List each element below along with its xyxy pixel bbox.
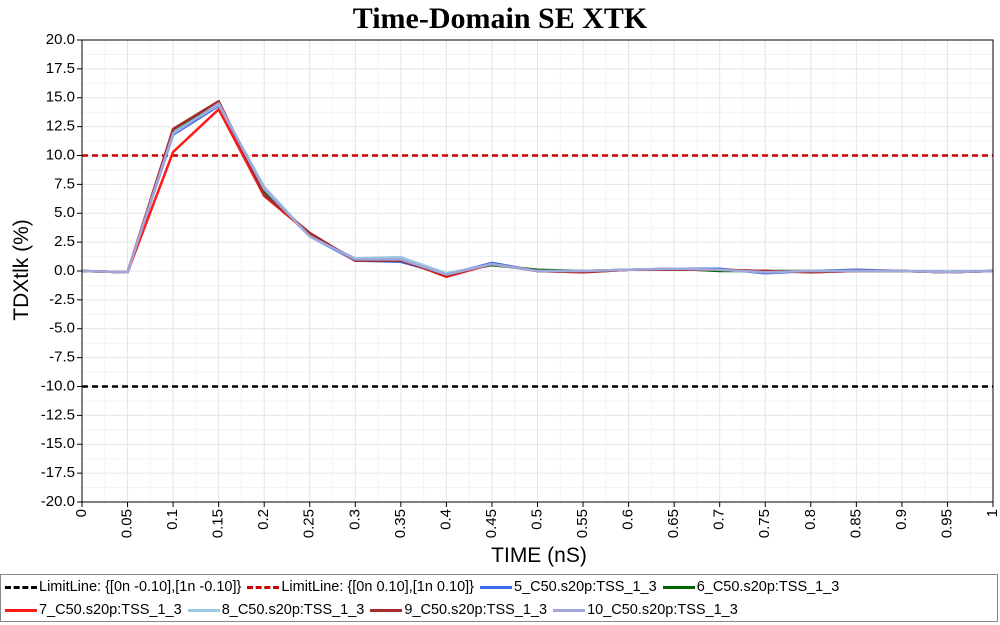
axis-layer: 20.0 17.5 15.0 12.5 10.0 7.5 5.0 2.5 0.0 -2.5 -5.0… xyxy=(41,31,1000,538)
x-axis-label: TIME (nS) xyxy=(491,544,587,567)
y-tick-label: 12.5 xyxy=(46,118,75,135)
legend-swatch xyxy=(5,608,37,612)
legend-item: LimitLine: {[0n 0.10],[1n 0.10]} xyxy=(247,579,474,595)
y-tick-label: -17.5 xyxy=(41,464,75,481)
y-tick-label: 10.0 xyxy=(46,146,75,163)
y-tick-label: -20.0 xyxy=(41,493,75,510)
legend-label: 10_C50.s20p:TSS_1_3 xyxy=(587,602,738,618)
chart-title: Time-Domain SE XTK xyxy=(352,2,648,35)
x-tick-label: 0.25 xyxy=(301,509,318,538)
legend-item: LimitLine: {[0n -0.10],[1n -0.10]} xyxy=(5,579,241,595)
legend-item: 6_C50.s20p:TSS_1_3 xyxy=(662,579,840,595)
legend-swatch xyxy=(187,608,220,612)
x-tick-label: 0.95 xyxy=(938,509,955,538)
legend-label: LimitLine: {[0n 0.10],[1n 0.10]} xyxy=(281,579,474,595)
legend-label: LimitLine: {[0n -0.10],[1n -0.10]} xyxy=(39,579,242,595)
y-tick-label: -2.5 xyxy=(49,291,75,308)
legend-item: 5_C50.s20p:TSS_1_3 xyxy=(480,579,657,595)
legend-swatch xyxy=(370,608,403,612)
x-tick-label: 0.5 xyxy=(528,509,545,530)
y-tick-label: 5.0 xyxy=(54,204,75,221)
y-axis-label: TDXtlk (%) xyxy=(10,219,33,321)
x-tick-label: 0.65 xyxy=(665,509,682,538)
legend-item: 10_C50.s20p:TSS_1_3 xyxy=(553,602,738,618)
y-tick-label: 2.5 xyxy=(54,233,75,250)
x-tick-label: 0.3 xyxy=(346,509,363,530)
y-tick-label: -7.5 xyxy=(49,349,75,366)
y-tick-label: 7.5 xyxy=(54,175,75,192)
legend-label: 8_C50.s20p:TSS_1_3 xyxy=(221,602,365,618)
legend-label: 6_C50.s20p:TSS_1_3 xyxy=(696,579,840,595)
legend-label: 5_C50.s20p:TSS_1_3 xyxy=(514,579,657,595)
limit-lines-layer xyxy=(82,154,993,388)
y-tick-label: 15.0 xyxy=(46,89,75,106)
series-line xyxy=(81,102,994,276)
y-tick-label: -10.0 xyxy=(41,377,75,394)
legend: LimitLine: {[0n -0.10],[1n -0.10]} LimitL… xyxy=(0,574,998,622)
x-tick-label: 0.9 xyxy=(893,509,910,530)
series-layer xyxy=(81,99,994,279)
x-tick-label: 0.7 xyxy=(711,509,728,530)
legend-item: 7_C50.s20p:TSS_1_3 xyxy=(5,602,182,618)
x-tick-label: 0.15 xyxy=(210,509,227,538)
legend-row: 7_C50.s20p:TSS_1_3 8_C50.s20p:TSS_1_3 9_C5… xyxy=(5,599,744,621)
legend-label: 9_C50.s20p:TSS_1_3 xyxy=(404,602,548,618)
legend-row: LimitLine: {[0n -0.10],[1n -0.10]} LimitL… xyxy=(5,576,845,598)
legend-swatch xyxy=(247,585,280,589)
y-tick-label: -15.0 xyxy=(41,435,75,452)
x-tick-label: 0.6 xyxy=(620,509,637,530)
x-tick-label: 0.55 xyxy=(574,509,591,538)
x-tick-label: 0.4 xyxy=(437,509,454,530)
x-tick-label: 0.05 xyxy=(119,509,136,538)
legend-item: 9_C50.s20p:TSS_1_3 xyxy=(370,602,547,618)
legend-swatch xyxy=(5,585,37,589)
legend-item: 8_C50.s20p:TSS_1_3 xyxy=(187,602,365,618)
x-tick-label: 0 xyxy=(73,509,90,517)
x-tick-label: 0.35 xyxy=(392,509,409,538)
plot-area: 20.0 17.5 15.0 12.5 10.0 7.5 5.0 2.5 0.0 -2.5 -5.0… xyxy=(10,31,1000,567)
x-tick-label: 0.1 xyxy=(164,509,181,530)
x-tick-label: 1 xyxy=(984,509,1000,517)
x-tick-label: 0.75 xyxy=(756,509,773,538)
x-tick-label: 0.2 xyxy=(255,509,272,530)
x-tick-label: 0.85 xyxy=(847,509,864,538)
x-tick-label: 0.45 xyxy=(483,509,500,538)
legend-swatch xyxy=(553,608,586,612)
y-tick-label: -5.0 xyxy=(49,320,75,337)
y-tick-label: 0.0 xyxy=(54,262,75,279)
legend-swatch xyxy=(662,585,695,589)
legend-label: 7_C50.s20p:TSS_1_3 xyxy=(39,602,182,618)
y-tick-label: 20.0 xyxy=(46,31,75,48)
y-tick-label: 17.5 xyxy=(46,60,75,77)
x-tick-label: 0.8 xyxy=(802,509,819,530)
y-tick-label: -12.5 xyxy=(41,406,75,423)
legend-swatch xyxy=(480,585,512,589)
